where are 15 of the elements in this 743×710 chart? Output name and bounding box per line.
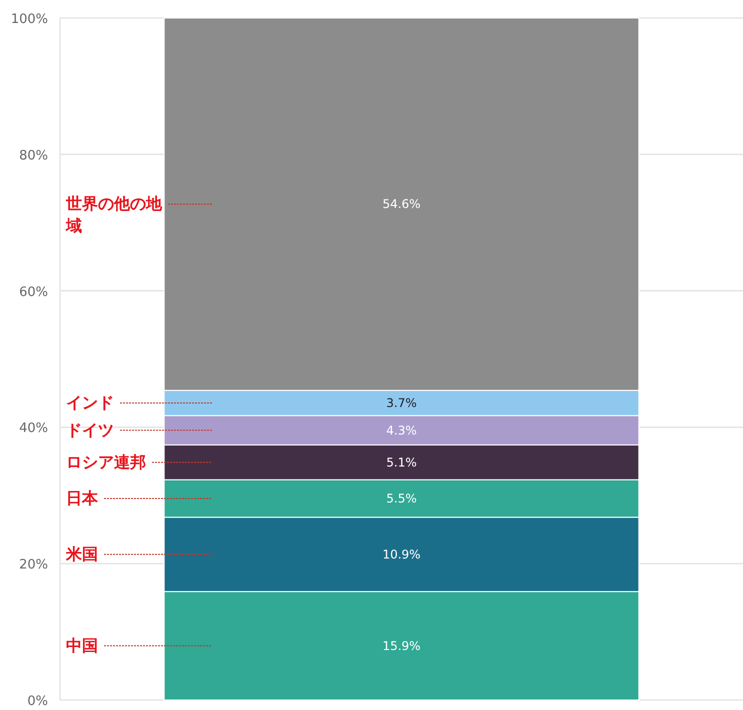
- y-tick-label: 80%: [19, 148, 48, 164]
- series-label: 世界の他の地域: [65, 194, 163, 236]
- data-label: 5.1%: [386, 455, 417, 470]
- series-label: ロシア連邦: [66, 452, 146, 472]
- y-tick-label: 0%: [27, 694, 48, 709]
- data-label: 54.6%: [382, 197, 421, 212]
- data-label: 15.9%: [382, 638, 421, 653]
- data-label: 4.3%: [386, 423, 417, 438]
- y-tick-label: 20%: [19, 558, 48, 573]
- y-tick-label: 60%: [19, 284, 48, 300]
- y-tick-label: 100%: [10, 12, 48, 27]
- y-tick-label: 40%: [19, 421, 48, 436]
- data-label: 5.5%: [386, 491, 417, 506]
- data-label: 3.7%: [386, 396, 417, 410]
- data-label: 10.9%: [382, 547, 421, 562]
